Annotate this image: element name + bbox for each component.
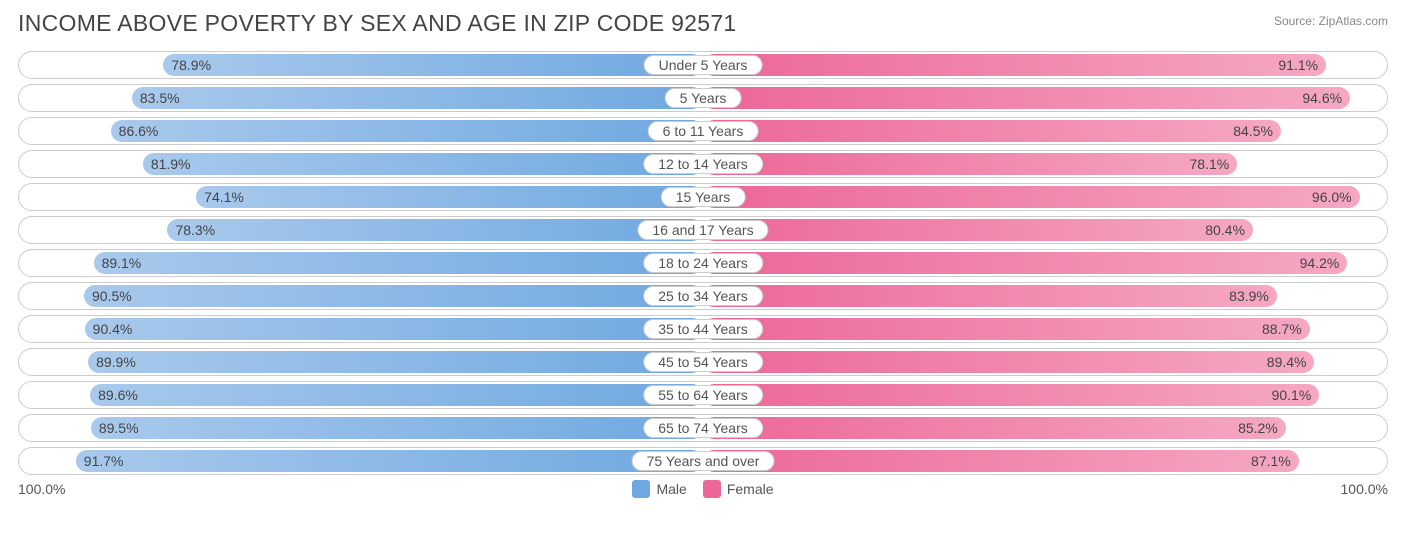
- swatch-male: [632, 480, 650, 498]
- bar-row: 90.4% 88.7% 35 to 44 Years: [18, 315, 1388, 343]
- female-bar: 89.4%: [703, 351, 1314, 373]
- category-label: 75 Years and over: [632, 451, 775, 471]
- female-bar: 78.1%: [703, 153, 1237, 175]
- chart-source: Source: ZipAtlas.com: [1274, 14, 1388, 28]
- bar-row: 74.1% 96.0% 15 Years: [18, 183, 1388, 211]
- female-value-label: 80.4%: [1205, 222, 1245, 238]
- legend: Male Female: [632, 480, 773, 498]
- bar-row: 89.6% 90.1% 55 to 64 Years: [18, 381, 1388, 409]
- female-value-label: 90.1%: [1272, 387, 1312, 403]
- male-value-label: 83.5%: [140, 90, 180, 106]
- category-label: 25 to 34 Years: [643, 286, 763, 306]
- bar-row: 90.5% 83.9% 25 to 34 Years: [18, 282, 1388, 310]
- female-value-label: 96.0%: [1312, 189, 1352, 205]
- female-bar: 91.1%: [703, 54, 1326, 76]
- category-label: 6 to 11 Years: [648, 121, 759, 141]
- female-bar: 87.1%: [703, 450, 1299, 472]
- male-value-label: 86.6%: [119, 123, 159, 139]
- female-value-label: 83.9%: [1229, 288, 1269, 304]
- male-bar: 83.5%: [132, 87, 703, 109]
- bar-row: 81.9% 78.1% 12 to 14 Years: [18, 150, 1388, 178]
- male-value-label: 78.9%: [171, 57, 211, 73]
- female-value-label: 94.2%: [1300, 255, 1340, 271]
- male-value-label: 81.9%: [151, 156, 191, 172]
- category-label: 16 and 17 Years: [637, 220, 768, 240]
- legend-label-female: Female: [727, 481, 774, 497]
- female-bar: 94.6%: [703, 87, 1350, 109]
- male-value-label: 90.4%: [93, 321, 133, 337]
- female-bar: 83.9%: [703, 285, 1277, 307]
- male-bar: 89.5%: [91, 417, 703, 439]
- male-bar: 89.6%: [90, 384, 703, 406]
- male-bar: 90.5%: [84, 285, 703, 307]
- bar-row: 86.6% 84.5% 6 to 11 Years: [18, 117, 1388, 145]
- female-bar: 84.5%: [703, 120, 1281, 142]
- axis-right-max: 100.0%: [1341, 481, 1388, 497]
- bar-row: 83.5% 94.6% 5 Years: [18, 84, 1388, 112]
- male-value-label: 91.7%: [84, 453, 124, 469]
- male-bar: 89.1%: [94, 252, 703, 274]
- chart-title: INCOME ABOVE POVERTY BY SEX AND AGE IN Z…: [18, 10, 737, 37]
- category-label: 15 Years: [661, 187, 746, 207]
- axis-left-max: 100.0%: [18, 481, 65, 497]
- category-label: 35 to 44 Years: [643, 319, 763, 339]
- female-bar: 90.1%: [703, 384, 1319, 406]
- female-bar: 88.7%: [703, 318, 1310, 340]
- female-value-label: 91.1%: [1278, 57, 1318, 73]
- female-bar: 80.4%: [703, 219, 1253, 241]
- female-value-label: 78.1%: [1190, 156, 1230, 172]
- legend-item-male: Male: [632, 480, 686, 498]
- category-label: 65 to 74 Years: [643, 418, 763, 438]
- male-value-label: 90.5%: [92, 288, 132, 304]
- male-bar: 86.6%: [111, 120, 703, 142]
- category-label: Under 5 Years: [644, 55, 763, 75]
- bar-row: 89.9% 89.4% 45 to 54 Years: [18, 348, 1388, 376]
- diverging-bar-chart: 78.9% 91.1% Under 5 Years 83.5% 94.6% 5 Years…: [18, 51, 1388, 475]
- category-label: 12 to 14 Years: [643, 154, 763, 174]
- female-value-label: 87.1%: [1251, 453, 1291, 469]
- category-label: 5 Years: [665, 88, 742, 108]
- legend-item-female: Female: [703, 480, 774, 498]
- female-value-label: 84.5%: [1233, 123, 1273, 139]
- legend-label-male: Male: [656, 481, 686, 497]
- male-bar: 91.7%: [76, 450, 703, 472]
- female-value-label: 88.7%: [1262, 321, 1302, 337]
- female-value-label: 89.4%: [1267, 354, 1307, 370]
- male-bar: 74.1%: [196, 186, 703, 208]
- bar-row: 89.1% 94.2% 18 to 24 Years: [18, 249, 1388, 277]
- female-bar: 94.2%: [703, 252, 1347, 274]
- male-bar: 78.9%: [163, 54, 703, 76]
- bar-row: 78.3% 80.4% 16 and 17 Years: [18, 216, 1388, 244]
- male-value-label: 78.3%: [175, 222, 215, 238]
- bar-row: 89.5% 85.2% 65 to 74 Years: [18, 414, 1388, 442]
- bar-row: 78.9% 91.1% Under 5 Years: [18, 51, 1388, 79]
- male-value-label: 89.5%: [99, 420, 139, 436]
- category-label: 18 to 24 Years: [643, 253, 763, 273]
- female-value-label: 94.6%: [1302, 90, 1342, 106]
- male-bar: 81.9%: [143, 153, 703, 175]
- male-bar: 89.9%: [88, 351, 703, 373]
- male-value-label: 89.6%: [98, 387, 138, 403]
- male-value-label: 89.9%: [96, 354, 136, 370]
- category-label: 55 to 64 Years: [643, 385, 763, 405]
- male-value-label: 89.1%: [102, 255, 142, 271]
- male-value-label: 74.1%: [204, 189, 244, 205]
- female-bar: 96.0%: [703, 186, 1360, 208]
- male-bar: 78.3%: [167, 219, 703, 241]
- female-value-label: 85.2%: [1238, 420, 1278, 436]
- female-bar: 85.2%: [703, 417, 1286, 439]
- category-label: 45 to 54 Years: [643, 352, 763, 372]
- swatch-female: [703, 480, 721, 498]
- male-bar: 90.4%: [85, 318, 703, 340]
- bar-row: 91.7% 87.1% 75 Years and over: [18, 447, 1388, 475]
